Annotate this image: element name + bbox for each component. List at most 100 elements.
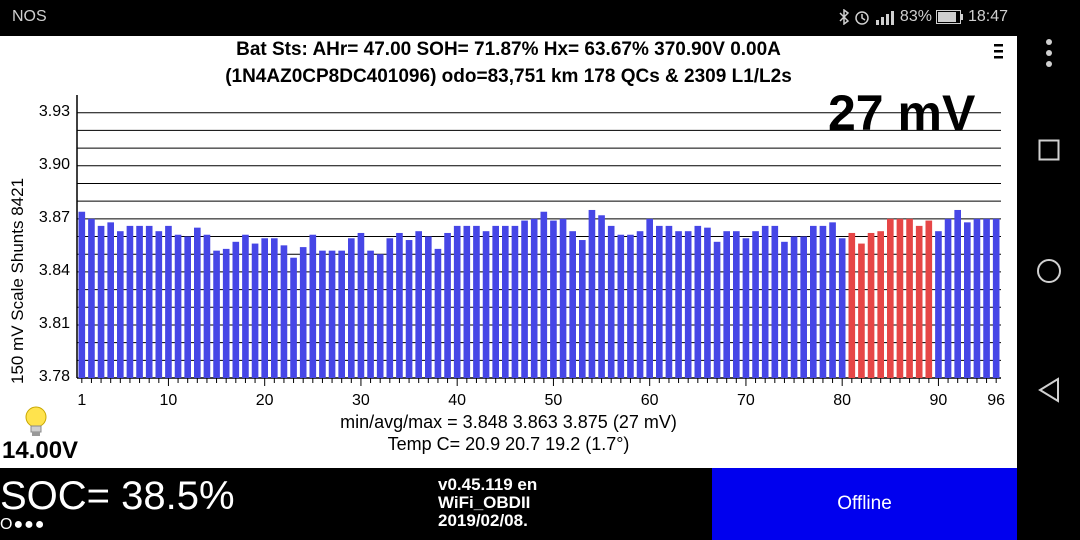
cell-bar-92 xyxy=(954,209,961,378)
x-tick-label: 60 xyxy=(640,392,659,409)
aux-battery-voltage: 14.00V xyxy=(2,437,79,464)
lightbulb-icon xyxy=(25,406,47,436)
cell-bar-85 xyxy=(887,218,894,378)
version-info: v0.45.119 en WiFi_OBDII 2019/02/08. xyxy=(438,476,537,530)
cell-bar-7 xyxy=(136,225,143,378)
cell-bar-75 xyxy=(790,236,798,378)
cell-bar-72 xyxy=(761,225,769,378)
cell-bar-40 xyxy=(453,225,461,378)
cell-bar-64 xyxy=(684,231,692,378)
battery-status-line: Bat Sts: AHr= 47.00 SOH= 71.87% Hx= 63.6… xyxy=(236,39,781,60)
cell-bar-45 xyxy=(502,225,509,378)
cell-bar-44 xyxy=(492,225,499,378)
recent-apps-icon[interactable] xyxy=(1038,139,1060,161)
cell-bar-24 xyxy=(299,247,307,378)
cell-bar-6 xyxy=(126,225,134,378)
cell-bar-54 xyxy=(588,209,596,378)
min-avg-max-stats: min/avg/max = 3.848 3.863 3.875 (27 mV) xyxy=(340,412,677,432)
cell-bar-73 xyxy=(771,225,779,378)
page-indicator-dots[interactable]: O●●● xyxy=(0,516,46,533)
cell-bar-29 xyxy=(348,238,355,378)
cell-bar-31 xyxy=(367,250,374,378)
cell-bar-38 xyxy=(434,248,442,378)
x-tick-label: 90 xyxy=(929,392,948,409)
status-bar: NOS 83% 18:47 xyxy=(0,0,1080,36)
cell-bar-95 xyxy=(983,218,990,378)
cell-bar-91 xyxy=(944,218,952,378)
cell-bar-5 xyxy=(117,231,124,378)
carrier-label: NOS xyxy=(12,8,47,25)
cell-bar-13 xyxy=(194,227,201,378)
cell-bar-49 xyxy=(540,211,548,378)
x-tick-label: 10 xyxy=(159,392,178,409)
cell-bar-76 xyxy=(800,236,807,378)
cell-bar-27 xyxy=(328,250,336,378)
cell-bar-14 xyxy=(203,234,211,378)
cell-bar-18 xyxy=(242,234,249,378)
cell-bar-50 xyxy=(550,220,557,378)
cell-bar-71 xyxy=(752,231,759,378)
cell-bar-94 xyxy=(973,218,981,378)
alarm-icon xyxy=(855,11,869,25)
x-tick-label: 80 xyxy=(833,392,852,409)
x-tick-label: 50 xyxy=(544,392,563,409)
cell-bar-43 xyxy=(482,231,490,378)
cell-bar-82 xyxy=(858,243,865,378)
cell-bar-57 xyxy=(617,234,625,378)
cell-bar-66 xyxy=(704,227,711,378)
cell-bar-32 xyxy=(376,254,384,378)
cell-bar-21 xyxy=(271,238,278,378)
signal-icon xyxy=(875,11,894,25)
cell-bar-39 xyxy=(444,232,451,378)
back-icon[interactable] xyxy=(1037,377,1061,403)
menu-icon[interactable] xyxy=(992,40,1006,66)
x-tick-label: 20 xyxy=(255,392,274,409)
cell-bar-60 xyxy=(646,218,653,378)
battery-percent: 83% xyxy=(899,8,932,25)
cell-bar-81 xyxy=(848,232,856,378)
cell-bar-17 xyxy=(232,241,240,378)
cell-bar-3 xyxy=(97,225,105,378)
navigation-bar xyxy=(1017,36,1080,540)
cell-bar-12 xyxy=(184,236,191,378)
cell-bar-48 xyxy=(530,218,538,378)
cell-bar-10 xyxy=(165,225,172,378)
x-tick-label: 40 xyxy=(448,392,467,409)
cell-bar-89 xyxy=(925,220,933,378)
cell-bar-8 xyxy=(145,225,153,378)
y-tick-label: 3.84 xyxy=(38,261,70,279)
cell-bar-25 xyxy=(309,234,317,378)
cell-bar-19 xyxy=(251,243,259,378)
cell-bar-58 xyxy=(627,234,634,378)
adapter-line: WiFi_OBDII xyxy=(438,493,531,512)
cell-bar-33 xyxy=(386,238,394,378)
home-icon[interactable] xyxy=(1036,258,1062,284)
status-icons: 83% 18:47 xyxy=(838,8,1008,26)
cell-bar-65 xyxy=(694,225,702,378)
overflow-menu-icon[interactable] xyxy=(1044,36,1054,70)
y-tick-label: 3.78 xyxy=(38,368,70,385)
cell-bar-47 xyxy=(521,220,528,378)
cell-bar-77 xyxy=(810,225,817,378)
bluetooth-icon xyxy=(839,9,850,25)
cell-bar-88 xyxy=(915,225,923,378)
cell-bar-34 xyxy=(396,232,403,378)
cell-bar-52 xyxy=(569,231,576,378)
y-tick-label: 3.87 xyxy=(38,208,70,226)
cell-bar-63 xyxy=(675,231,682,378)
cell-bar-87 xyxy=(906,218,913,378)
cell-bar-46 xyxy=(511,225,519,378)
cell-bar-26 xyxy=(319,250,326,378)
cell-bar-42 xyxy=(473,225,480,378)
cell-bar-67 xyxy=(713,241,721,378)
x-tick-label: 70 xyxy=(737,392,755,409)
cell-bar-59 xyxy=(636,231,644,378)
cell-bar-93 xyxy=(964,222,971,378)
offline-button[interactable]: Offline xyxy=(712,468,1017,540)
cell-voltage-chart xyxy=(76,95,1001,386)
cell-bar-74 xyxy=(781,241,788,378)
soc-readout: SOC= 38.5% xyxy=(0,474,235,518)
cell-bar-23 xyxy=(290,257,297,378)
cell-bar-22 xyxy=(280,245,288,378)
cell-bar-28 xyxy=(338,250,345,378)
